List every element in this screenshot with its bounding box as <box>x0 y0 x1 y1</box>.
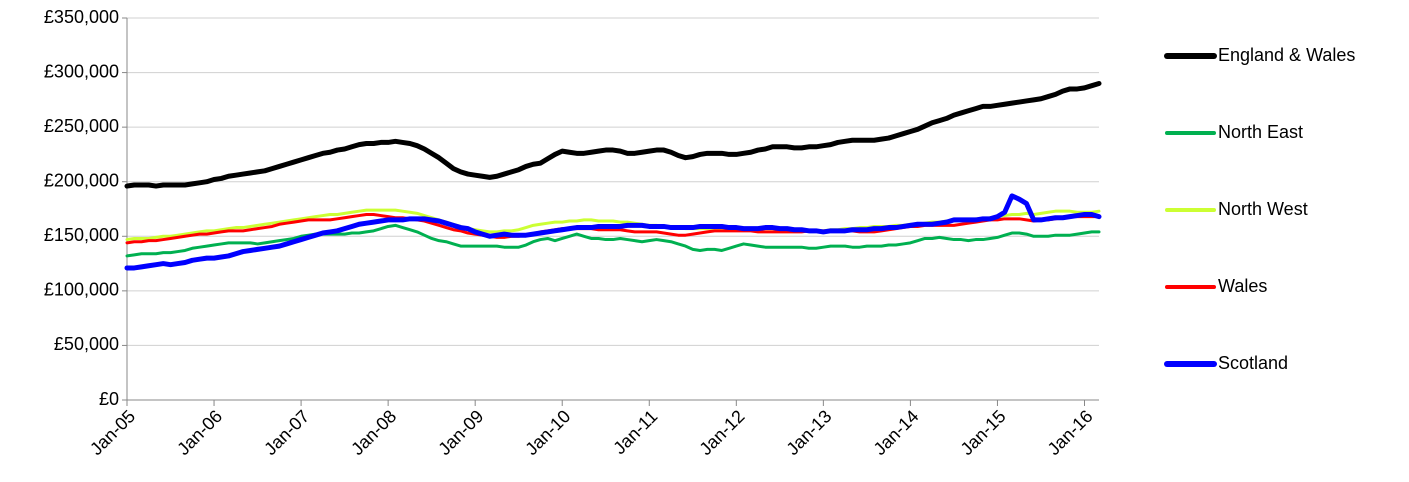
series-line <box>125 223 1101 258</box>
x-tick-label: Jan-05 <box>86 406 139 459</box>
y-tick-label: £350,000 <box>44 7 119 27</box>
x-tick-label: Jan-09 <box>434 406 487 459</box>
y-tick-label: £300,000 <box>44 61 119 81</box>
y-tick-label: £100,000 <box>44 280 119 300</box>
x-tick-label: Jan-13 <box>782 406 835 459</box>
y-tick-label: £0 <box>99 389 119 409</box>
x-tick-label: Jan-14 <box>870 406 923 459</box>
legend-label: North East <box>1218 122 1303 142</box>
x-tick-label: Jan-12 <box>695 406 748 459</box>
x-tick-label: Jan-11 <box>609 406 661 458</box>
x-tick-label: Jan-07 <box>260 406 313 459</box>
series-line <box>124 193 1102 271</box>
x-tick-label: Jan-06 <box>173 406 226 459</box>
y-tick-label: £250,000 <box>44 116 119 136</box>
x-tick-label: Jan-15 <box>957 406 1010 459</box>
x-tick-label: Jan-10 <box>521 406 574 459</box>
y-tick-label: £200,000 <box>44 170 119 190</box>
x-tick-label: Jan-16 <box>1044 406 1097 459</box>
y-tick-label: £150,000 <box>44 225 119 245</box>
y-tick-label: £50,000 <box>54 334 119 354</box>
legend-label: Wales <box>1218 276 1267 296</box>
legend-label: England & Wales <box>1218 45 1355 65</box>
legend-label: Scotland <box>1218 353 1288 373</box>
legend-label: North West <box>1218 199 1308 219</box>
series-line <box>124 80 1102 189</box>
x-tick-label: Jan-08 <box>347 406 400 459</box>
